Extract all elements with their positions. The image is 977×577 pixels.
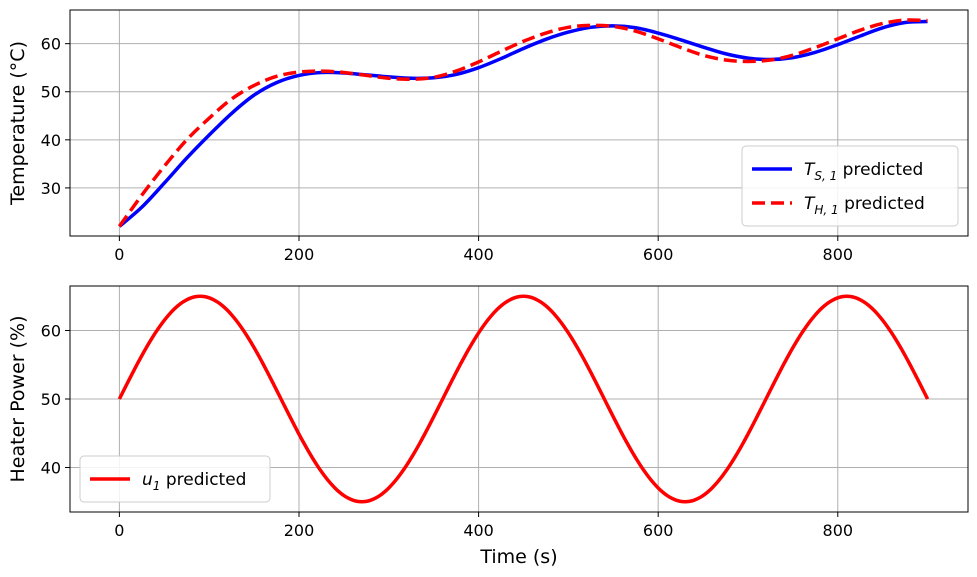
x-tick-label: 200 bbox=[284, 245, 315, 264]
legend-label-subscript: 1 bbox=[153, 479, 161, 493]
temperature-panel: 0 200 400 600 800 30 40 50 60 Temperature (°C) T… bbox=[7, 9, 969, 264]
y-tick-label: 40 bbox=[41, 458, 61, 477]
heater-series bbox=[117, 294, 930, 504]
heater-panel: 0 200 400 600 800 40 50 60 Heater Power (%) Tim… bbox=[7, 285, 969, 568]
temperature-y-axis-label: Temperature (°C) bbox=[7, 41, 29, 206]
legend-label-subscript: H, 1 bbox=[814, 203, 838, 217]
series-line-0 bbox=[117, 294, 930, 504]
legend-label: u1 predicted bbox=[142, 470, 246, 493]
y-tick-label: 50 bbox=[41, 83, 61, 102]
legend-label-main: T bbox=[804, 160, 816, 180]
y-tick-label: 30 bbox=[41, 179, 61, 198]
legend-label: TH, 1 predicted bbox=[804, 194, 925, 217]
legend-label-main: u bbox=[142, 470, 153, 490]
series-line-1 bbox=[117, 18, 928, 228]
x-tick-label: 800 bbox=[823, 245, 854, 264]
legend-label-suffix: predicted bbox=[839, 194, 925, 214]
series-line-0 bbox=[118, 19, 928, 228]
x-tick-label: 0 bbox=[114, 521, 124, 540]
legend-box bbox=[79, 455, 271, 503]
legend-label-suffix: predicted bbox=[160, 470, 246, 490]
legend-label-suffix: predicted bbox=[837, 160, 923, 180]
y-tick-label: 40 bbox=[41, 131, 61, 150]
temperature-series bbox=[117, 18, 928, 228]
heater-ticks: 0 200 400 600 800 40 50 60 bbox=[41, 322, 853, 540]
time-x-axis-label: Time (s) bbox=[479, 546, 557, 568]
x-tick-label: 400 bbox=[463, 245, 494, 264]
y-tick-label: 60 bbox=[41, 35, 61, 54]
temperature-ticks: 0 200 400 600 800 30 40 50 60 bbox=[41, 35, 853, 264]
temperature-plot-frame bbox=[69, 9, 969, 237]
x-tick-label: 800 bbox=[823, 521, 854, 540]
x-tick-label: 0 bbox=[114, 245, 124, 264]
legend-label-main: T bbox=[804, 194, 816, 214]
y-tick-label: 60 bbox=[41, 322, 61, 341]
x-tick-label: 200 bbox=[284, 521, 315, 540]
x-tick-label: 600 bbox=[643, 521, 674, 540]
legend-label-subscript: S, 1 bbox=[814, 169, 837, 183]
x-tick-label: 400 bbox=[463, 521, 494, 540]
heater-y-axis-label: Heater Power (%) bbox=[7, 316, 29, 483]
x-tick-label: 600 bbox=[643, 245, 674, 264]
legend-label: TS, 1 predicted bbox=[804, 160, 923, 183]
heater-legend: u1 predicted bbox=[79, 455, 271, 503]
legend-box bbox=[741, 145, 959, 227]
y-tick-label: 50 bbox=[41, 390, 61, 409]
